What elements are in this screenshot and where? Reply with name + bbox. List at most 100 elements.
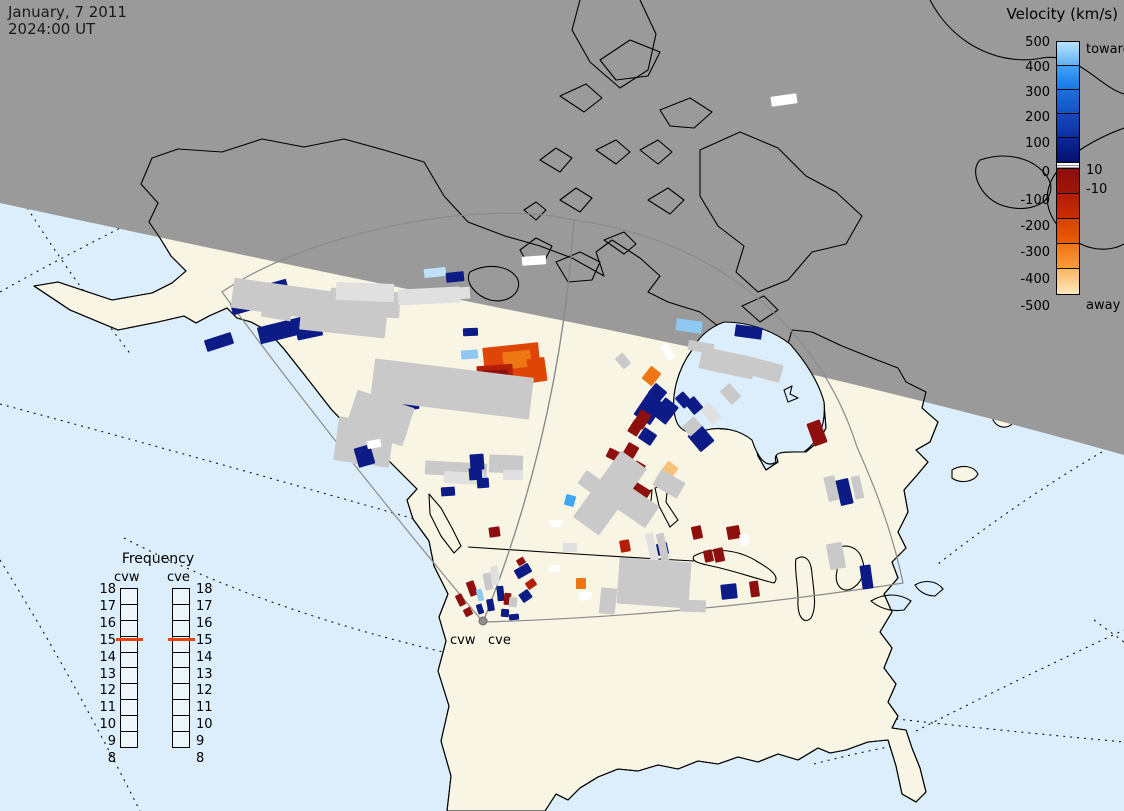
velocity-cell-lgray: [563, 543, 577, 552]
velocity-color-segment: [1056, 268, 1080, 295]
frequency-legend-title: Frequency: [121, 551, 195, 567]
frequency-tick-label: 16: [99, 615, 116, 631]
arctic-islands: [519, 39, 863, 323]
velocity-cell-navy: [486, 598, 495, 612]
velocity-cell-gray: [598, 587, 618, 615]
velocity-cell-navy: [859, 564, 874, 590]
velocity-cell-cyan: [563, 493, 577, 508]
night-coastline-outlines: [33, 0, 1124, 811]
velocity-color-segment: [1056, 137, 1080, 163]
frequency-cell: [120, 619, 138, 637]
velocity-legend-title: Velocity (km/s): [1006, 5, 1118, 23]
velocity-cell-navy: [513, 562, 533, 580]
frequency-tick-label: 13: [196, 666, 213, 682]
frequency-tick-label: 17: [99, 598, 116, 614]
velocity-cell-navy: [720, 583, 738, 600]
frequency-cell: [172, 588, 190, 605]
frequency-cell: [172, 603, 190, 621]
date-label: January, 7 2011: [8, 3, 127, 21]
velocity-cell-sky: [460, 349, 479, 360]
velocity-cell-lgray: [490, 565, 500, 586]
away-label: away: [1086, 298, 1121, 313]
frequency-cell: [120, 731, 138, 748]
frequency-tick-label: 8: [196, 751, 205, 766]
velocity-cell-white: [578, 590, 593, 602]
velocity-tick-label: -200: [1020, 219, 1050, 234]
frequency-cell: [172, 715, 190, 733]
velocity-cell-dred: [690, 525, 704, 540]
frequency-tick-label: 18: [196, 582, 213, 597]
velocity-cell-lgray: [503, 470, 523, 480]
velocity-cell-navy: [440, 486, 456, 497]
velocity-cell-white: [770, 93, 798, 107]
cve-fov-outline: [482, 219, 904, 623]
velocity-color-segment: [1056, 168, 1080, 194]
velocity-cell-navy: [476, 477, 490, 489]
velocity-color-segment: [1056, 89, 1080, 114]
frequency-tick-label: 8: [107, 751, 116, 766]
velocity-cell-orange: [641, 365, 662, 387]
velocity-cell-gray: [719, 382, 742, 406]
nova-scotia: [951, 465, 979, 483]
velocity-cell-sky: [475, 588, 485, 602]
velocity-color-segment: [1056, 113, 1080, 138]
frequency-cell: [120, 715, 138, 733]
timestamp: January, 7 2011 2024:00 UT: [8, 4, 127, 38]
frequency-cell: [120, 683, 138, 701]
velocity-color-segment: [1056, 65, 1080, 90]
velocity-cell-orange: [576, 578, 586, 589]
frequency-tick-label: 12: [196, 683, 213, 699]
pos-threshold-label: 10: [1086, 163, 1103, 178]
velocity-tick-label: 400: [1025, 60, 1050, 75]
velocity-tick-label: 100: [1025, 136, 1050, 151]
lake-superior: [692, 549, 777, 584]
velocity-color-segment: [1056, 193, 1080, 219]
hudson-bay-island: [783, 385, 799, 403]
velocity-cell-lgray: [700, 402, 722, 425]
frequency-cell: [120, 699, 138, 717]
frequency-tick-label: 14: [196, 649, 213, 665]
frequency-tick-label: 11: [99, 700, 116, 716]
velocity-tick-label: -400: [1020, 272, 1050, 287]
frequency-bar-cve: [172, 588, 190, 748]
frequency-cell: [172, 699, 190, 717]
velocity-cell-dred: [454, 593, 467, 607]
velocity-color-segment: [1056, 218, 1080, 244]
frequency-bar-cvw: [120, 588, 138, 748]
frequency-column-cvw-label: cvw: [114, 570, 140, 585]
velocity-cell-dred: [462, 606, 474, 618]
night-terminator-region: [0, 0, 1124, 455]
top-right-landmass: [929, 0, 1124, 95]
lake-ontario: [914, 580, 944, 597]
frequency-cell: [172, 731, 190, 748]
velocity-cell-white: [549, 565, 560, 572]
frequency-cell: [172, 667, 190, 685]
frequency-cell: [172, 651, 190, 669]
velocity-tick-label: -100: [1020, 193, 1050, 208]
frequency-value-marker-cve: [168, 638, 195, 642]
frequency-tick-label: 16: [196, 615, 213, 631]
velocity-cell-gray: [679, 599, 707, 613]
top-right-coast: [1046, 127, 1124, 250]
velocity-cell-navy: [475, 603, 485, 615]
velocity-tick-label: 500: [1025, 35, 1050, 50]
velocity-cell-navy: [445, 271, 465, 283]
velocity-cell-navy: [508, 613, 520, 621]
velocity-cell-lgray: [429, 286, 471, 302]
frequency-cell: [120, 588, 138, 605]
frequency-cell: [120, 667, 138, 685]
frequency-cell: [120, 603, 138, 621]
great-bear-lake: [468, 265, 520, 302]
frequency-tick-label: 18: [99, 582, 116, 597]
velocity-cell-dred: [712, 547, 726, 563]
us-canada-border: [467, 546, 695, 562]
greenland-tip: [571, 0, 657, 89]
frequency-column-cve-label: cve: [167, 570, 190, 585]
top-right-island: [975, 155, 1052, 210]
toward-label: toward: [1086, 42, 1124, 57]
frequency-tick-label: 17: [196, 598, 213, 614]
time-label: 2024:00 UT: [8, 20, 96, 38]
frequency-tick-label: 10: [99, 717, 116, 733]
velocity-cell-navy: [462, 327, 479, 337]
